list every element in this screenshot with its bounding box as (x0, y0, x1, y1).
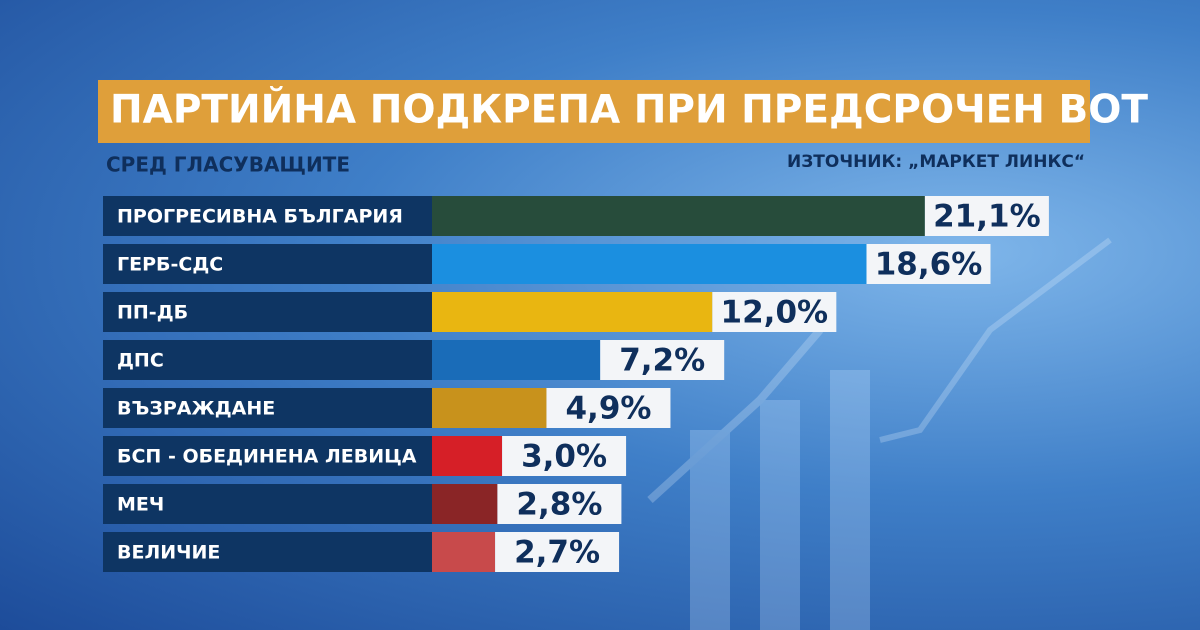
bar (432, 436, 503, 476)
value-label: 7,2% (619, 343, 705, 379)
subtitle: СРЕД ГЛАСУВАЩИТЕ (106, 153, 350, 177)
bar (432, 388, 547, 428)
bar (432, 196, 925, 236)
category-label: ДПС (117, 350, 164, 372)
value-label: 4,9% (565, 391, 651, 427)
category-label: ПП-ДБ (117, 302, 188, 324)
decoration (647, 237, 1112, 630)
label-box (103, 436, 432, 476)
value-label: 21,1% (933, 199, 1041, 235)
category-label: ВЕЛИЧИЕ (117, 542, 220, 564)
title-bar (98, 80, 1090, 143)
label-box (103, 340, 432, 380)
value-label: 2,7% (514, 535, 600, 571)
chart-title: ПАРТИЙНА ПОДКРЕПА ПРИ ПРЕДСРОЧЕН ВОТ (110, 86, 1148, 133)
label-box (103, 532, 432, 572)
category-label: ВЪЗРАЖДАНЕ (117, 398, 275, 420)
value-label: 3,0% (521, 439, 607, 475)
source: ИЗТОЧНИК: „МАРКЕТ ЛИНКС“ (787, 152, 1085, 172)
bar (432, 532, 496, 572)
label-box (103, 244, 432, 284)
category-label: МЕЧ (117, 494, 164, 516)
bar (432, 340, 601, 380)
label-box (103, 484, 432, 524)
value-label: 12,0% (721, 295, 829, 331)
category-label: ПРОГРЕСИВНА БЪЛГАРИЯ (117, 206, 403, 228)
value-label: 2,8% (516, 487, 602, 523)
value-box (495, 532, 620, 572)
label-box (103, 196, 432, 236)
value-box (502, 436, 627, 476)
label-box (103, 388, 432, 428)
category-label: БСП - ОБЕДИНЕНА ЛЕВИЦА (117, 446, 417, 468)
category-label: ГЕРБ-СДС (117, 254, 223, 276)
value-box (712, 292, 837, 332)
value-label: 18,6% (875, 247, 983, 283)
label-box (103, 292, 432, 332)
value-box (600, 340, 725, 380)
value-box (866, 244, 991, 284)
value-box (546, 388, 671, 428)
bar (432, 484, 498, 524)
bar (432, 244, 867, 284)
value-box (924, 196, 1049, 236)
bar (432, 292, 713, 332)
value-box (497, 484, 622, 524)
